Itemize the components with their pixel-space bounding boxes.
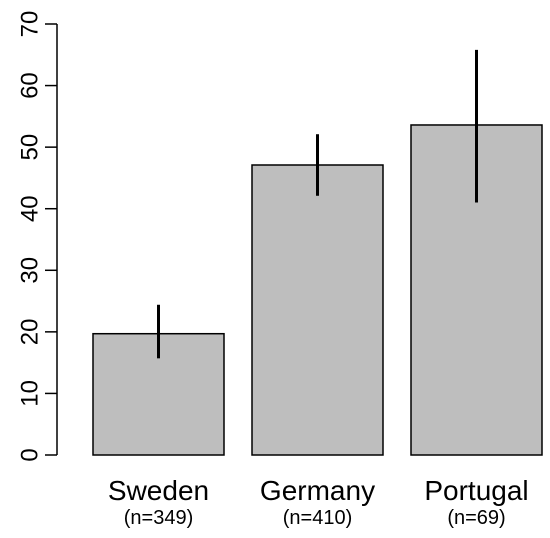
category-labels: Sweden(n=349) Germany(n=410) Portugal(n=69… [108,475,529,529]
sample-size-label: (n=349) [124,507,194,529]
y-tick-label: 10 [17,380,44,407]
y-tick-label: 70 [17,11,44,38]
y-tick-label: 20 [17,319,44,346]
error-bars [157,49,478,359]
y-tick-label: 40 [17,195,44,222]
category-label: Germany [260,475,375,506]
y-tick-label: 60 [17,72,44,99]
y-tick-label: 0 [17,448,44,461]
sample-size-label: (n=410) [283,507,353,529]
y-tick-label: 30 [17,257,44,284]
bar-germany [251,164,384,456]
category-label: Sweden [108,475,209,506]
category-label: Portugal [424,475,528,506]
y-axis: 0 10 20 30 40 50 60 70 [17,11,58,462]
sample-size-label: (n=69) [447,507,505,529]
y-tick-label: 50 [17,134,44,161]
